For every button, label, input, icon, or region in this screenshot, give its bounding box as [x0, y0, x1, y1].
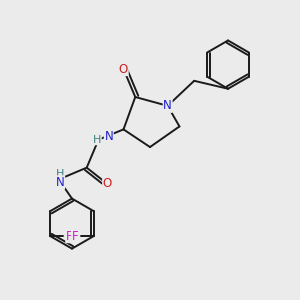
Text: H: H [93, 135, 101, 145]
Text: F: F [71, 230, 78, 243]
Text: O: O [103, 177, 112, 190]
Text: F: F [66, 230, 73, 243]
Text: H: H [56, 169, 64, 179]
Text: N: N [56, 176, 64, 189]
Text: N: N [104, 130, 113, 143]
Text: O: O [119, 62, 128, 76]
Text: N: N [163, 99, 172, 112]
